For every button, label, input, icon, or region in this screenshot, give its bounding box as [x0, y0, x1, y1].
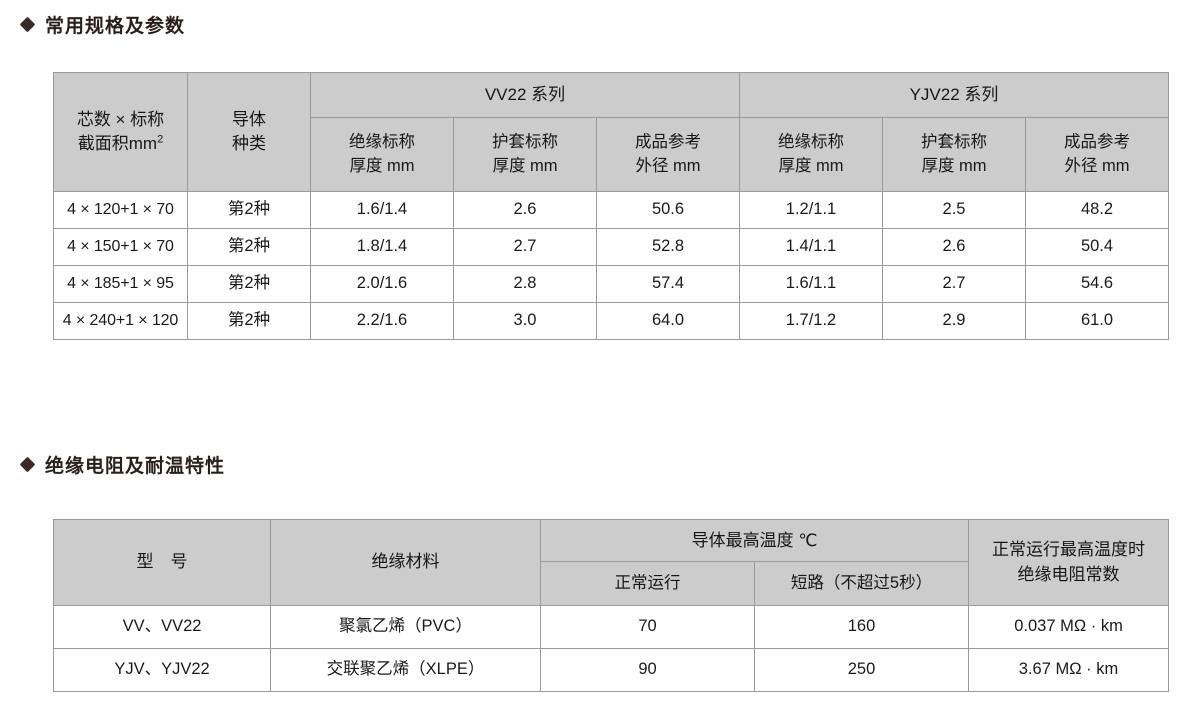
- cell-yjv22-insulation: 1.7/1.2: [739, 302, 883, 340]
- header-temperature-short-circuit: 短路（不超过5秒）: [753, 561, 970, 606]
- cell-temp-short: 250: [753, 648, 970, 692]
- header-yjv22-insulation-thickness: 绝缘标称 厚度 mm: [739, 117, 883, 192]
- cell-material: 聚氯乙烯（PVC）: [270, 605, 541, 649]
- cell-vv22-insulation: 1.6/1.4: [310, 191, 454, 229]
- cell-model: YJV、YJV22: [53, 648, 271, 692]
- header-vv22-sheath-thickness: 护套标称 厚度 mm: [453, 117, 597, 192]
- header-insulation-material: 绝缘材料: [270, 519, 541, 606]
- header-insulation-resistance-constant: 正常运行最高温度时 绝缘电阻常数: [968, 519, 1170, 606]
- section-title-text: 常用规格及参数: [45, 16, 186, 37]
- cell-spec: 4 × 150+1 × 70: [53, 228, 188, 266]
- cell-yjv22-outer: 61.0: [1024, 302, 1170, 340]
- cell-vv22-outer: 57.4: [596, 265, 740, 303]
- cell-vv22-sheath: 3.0: [453, 302, 597, 340]
- header-model: 型 号: [53, 519, 271, 606]
- cell-spec: 4 × 185+1 × 95: [53, 265, 188, 303]
- cell-yjv22-sheath: 2.5: [882, 191, 1026, 229]
- header-vv22-outer-diameter: 成品参考 外径 mm: [596, 117, 740, 192]
- cell-spec: 4 × 240+1 × 120: [53, 302, 188, 340]
- section-heading-insulation-resistance: 绝缘电阻及耐温特性: [19, 451, 226, 478]
- cell-vv22-outer: 50.6: [596, 191, 740, 229]
- header-yjv22-outer-diameter: 成品参考 外径 mm: [1024, 117, 1170, 192]
- cell-temp-normal: 70: [540, 605, 755, 649]
- diamond-bullet-icon: [19, 16, 36, 33]
- cell-conductor: 第2种: [187, 302, 311, 340]
- table-row: 4 × 185+1 × 95 第2种 2.0/1.6 2.8 57.4 1.6/…: [53, 265, 1170, 303]
- table-row: 4 × 150+1 × 70 第2种 1.8/1.4 2.7 52.8 1.4/…: [53, 228, 1170, 266]
- cell-yjv22-outer: 54.6: [1024, 265, 1170, 303]
- cell-resistance: 0.037 MΩ · km: [968, 605, 1170, 649]
- cell-resistance: 3.67 MΩ · km: [968, 648, 1170, 692]
- cell-yjv22-insulation: 1.6/1.1: [739, 265, 883, 303]
- cell-yjv22-sheath: 2.6: [882, 228, 1026, 266]
- cell-yjv22-sheath: 2.9: [882, 302, 1026, 340]
- cell-yjv22-outer: 50.4: [1024, 228, 1170, 266]
- cell-conductor: 第2种: [187, 191, 311, 229]
- cell-conductor: 第2种: [187, 265, 311, 303]
- cell-spec: 4 × 120+1 × 70: [53, 191, 188, 229]
- cell-vv22-outer: 52.8: [596, 228, 740, 266]
- table-row: 4 × 120+1 × 70 第2种 1.6/1.4 2.6 50.6 1.2/…: [53, 191, 1170, 229]
- table-row: VV、VV22 聚氯乙烯（PVC） 70 160 0.037 MΩ · km: [53, 605, 1170, 649]
- section-title-text: 绝缘电阻及耐温特性: [45, 456, 226, 477]
- cell-temp-normal: 90: [540, 648, 755, 692]
- header-conductor-type: 导体 种类: [187, 72, 311, 192]
- header-yjv22-sheath-thickness: 护套标称 厚度 mm: [882, 117, 1026, 192]
- header-group-max-conductor-temperature: 导体最高温度 ℃: [539, 518, 970, 563]
- header-group-vv22: VV22 系列: [310, 71, 740, 119]
- cell-vv22-sheath: 2.6: [453, 191, 597, 229]
- cell-yjv22-insulation: 1.4/1.1: [739, 228, 883, 266]
- cell-vv22-sheath: 2.8: [453, 265, 597, 303]
- cell-yjv22-outer: 48.2: [1024, 191, 1170, 229]
- specifications-table: 芯数 × 标称 截面积mm2 导体 种类 VV22 系列 YJV22 系列 绝缘…: [53, 71, 1170, 340]
- cell-model: VV、VV22: [53, 605, 271, 649]
- cell-conductor: 第2种: [187, 228, 311, 266]
- cell-yjv22-insulation: 1.2/1.1: [739, 191, 883, 229]
- superscript-two: 2: [157, 133, 164, 146]
- cell-vv22-insulation: 2.2/1.6: [310, 302, 454, 340]
- cell-vv22-sheath: 2.7: [453, 228, 597, 266]
- diamond-bullet-icon: [19, 456, 36, 473]
- cell-vv22-insulation: 2.0/1.6: [310, 265, 454, 303]
- header-core-section-area: 芯数 × 标称 截面积mm2: [53, 72, 188, 192]
- cell-temp-short: 160: [753, 605, 970, 649]
- cell-vv22-insulation: 1.8/1.4: [310, 228, 454, 266]
- table-row: 4 × 240+1 × 120 第2种 2.2/1.6 3.0 64.0 1.7…: [53, 302, 1170, 340]
- section-heading-specifications: 常用规格及参数: [19, 11, 186, 38]
- cell-vv22-outer: 64.0: [596, 302, 740, 340]
- table-row: YJV、YJV22 交联聚乙烯（XLPE） 90 250 3.67 MΩ · k…: [53, 648, 1170, 692]
- header-vv22-insulation-thickness: 绝缘标称 厚度 mm: [310, 117, 454, 192]
- cell-material: 交联聚乙烯（XLPE）: [270, 648, 541, 692]
- cell-yjv22-sheath: 2.7: [882, 265, 1026, 303]
- header-temperature-normal-operation: 正常运行: [540, 561, 755, 606]
- insulation-resistance-table: 型 号 绝缘材料 导体最高温度 ℃ 正常运行最高温度时 绝缘电阻常数 正常运行 …: [53, 518, 1170, 692]
- header-group-yjv22: YJV22 系列: [738, 71, 1170, 119]
